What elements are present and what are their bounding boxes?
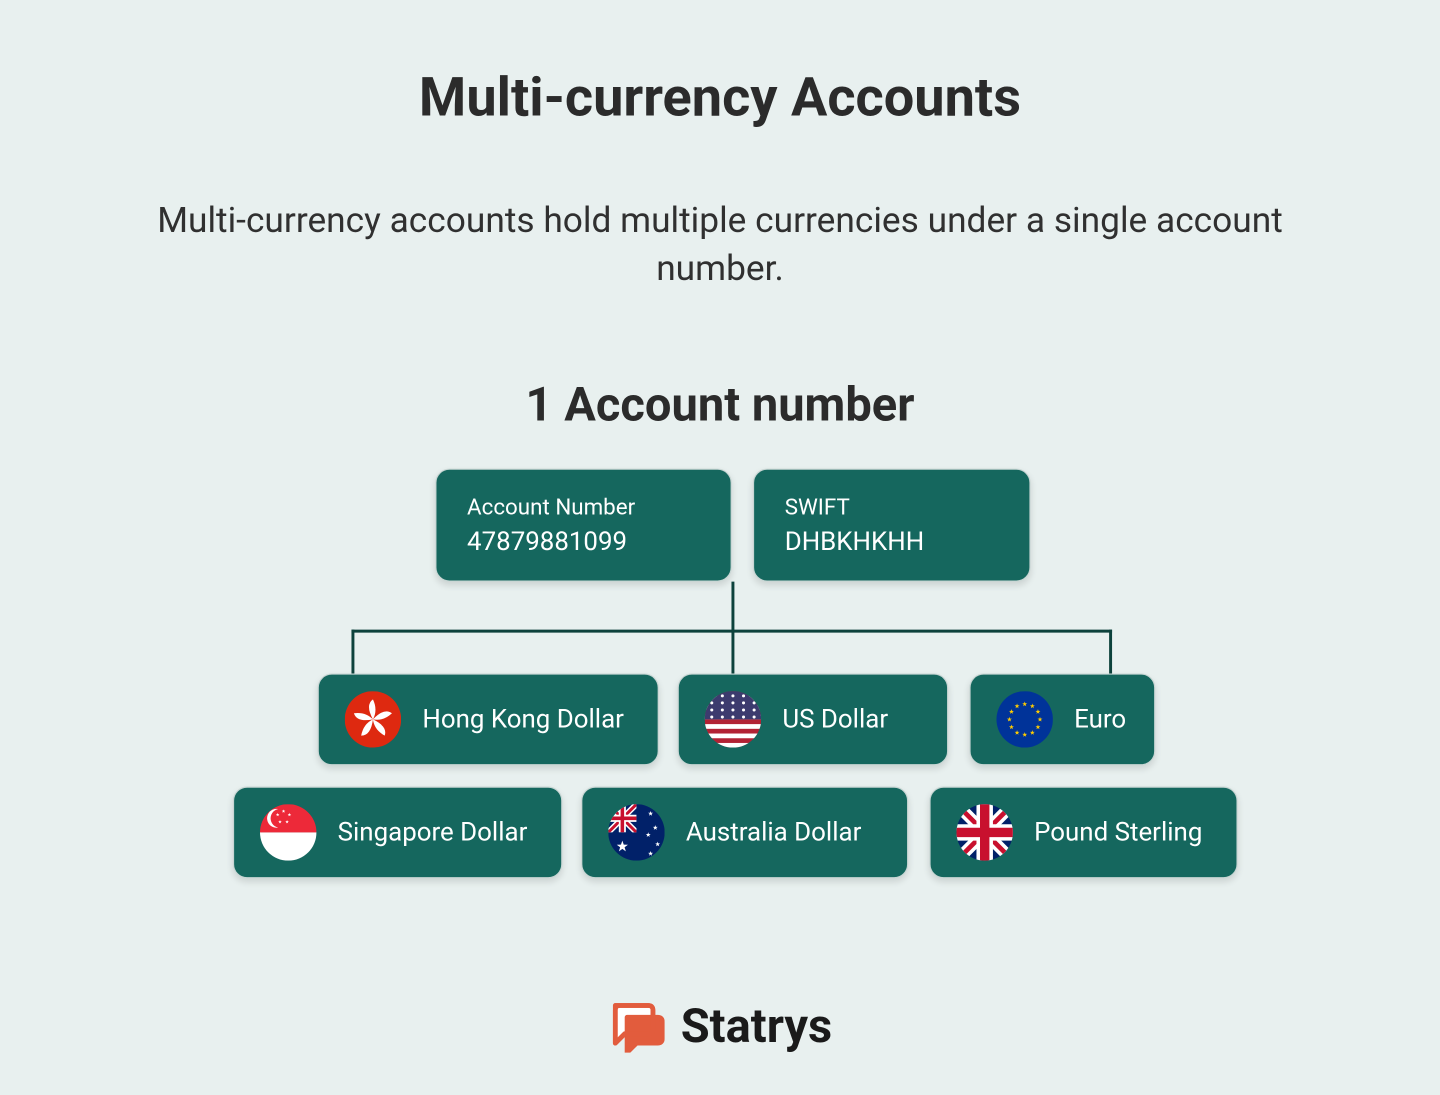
currency-card-gb: Pound Sterling	[929, 787, 1237, 879]
flag-au-icon	[608, 804, 664, 861]
swift-value: DHBKHKHH	[785, 527, 924, 556]
flag-eu-icon	[996, 691, 1052, 748]
account-number-label: Account Number	[467, 493, 635, 520]
currency-name: Pound Sterling	[1034, 818, 1202, 847]
currency-card-au: Australia Dollar	[581, 787, 908, 879]
tree-connector	[348, 582, 1115, 674]
currency-card-us: US Dollar	[678, 673, 949, 765]
currency-name: Hong Kong Dollar	[422, 705, 624, 734]
flag-sg-icon	[260, 804, 316, 861]
flag-hk-icon	[345, 691, 401, 748]
currency-name: Australia Dollar	[686, 818, 861, 847]
currency-card-sg: Singapore Dollar	[233, 787, 562, 879]
account-number-value: 47879881099	[467, 527, 627, 556]
currency-name: Singapore Dollar	[338, 818, 528, 847]
flag-gb-icon	[956, 804, 1012, 861]
currency-card-eu: Euro	[969, 673, 1155, 765]
statrys-logo-icon	[608, 1000, 664, 1052]
currency-card-hk: Hong Kong Dollar	[318, 673, 659, 765]
swift-label: SWIFT	[785, 493, 850, 520]
brand-logo: Statrys	[0, 998, 1440, 1053]
currency-name: US Dollar	[782, 705, 888, 734]
currency-name: Euro	[1074, 705, 1126, 734]
page-title: Multi-currency Accounts	[0, 66, 1440, 130]
account-number-card: Account Number 47879881099	[435, 469, 731, 582]
flag-us-icon	[705, 691, 761, 748]
swift-card: SWIFT DHBKHKHH	[753, 469, 1031, 582]
page-subtitle: Multi-currency accounts hold multiple cu…	[155, 198, 1284, 293]
brand-name: Statrys	[681, 998, 833, 1053]
section-title: 1 Account number	[0, 377, 1440, 432]
